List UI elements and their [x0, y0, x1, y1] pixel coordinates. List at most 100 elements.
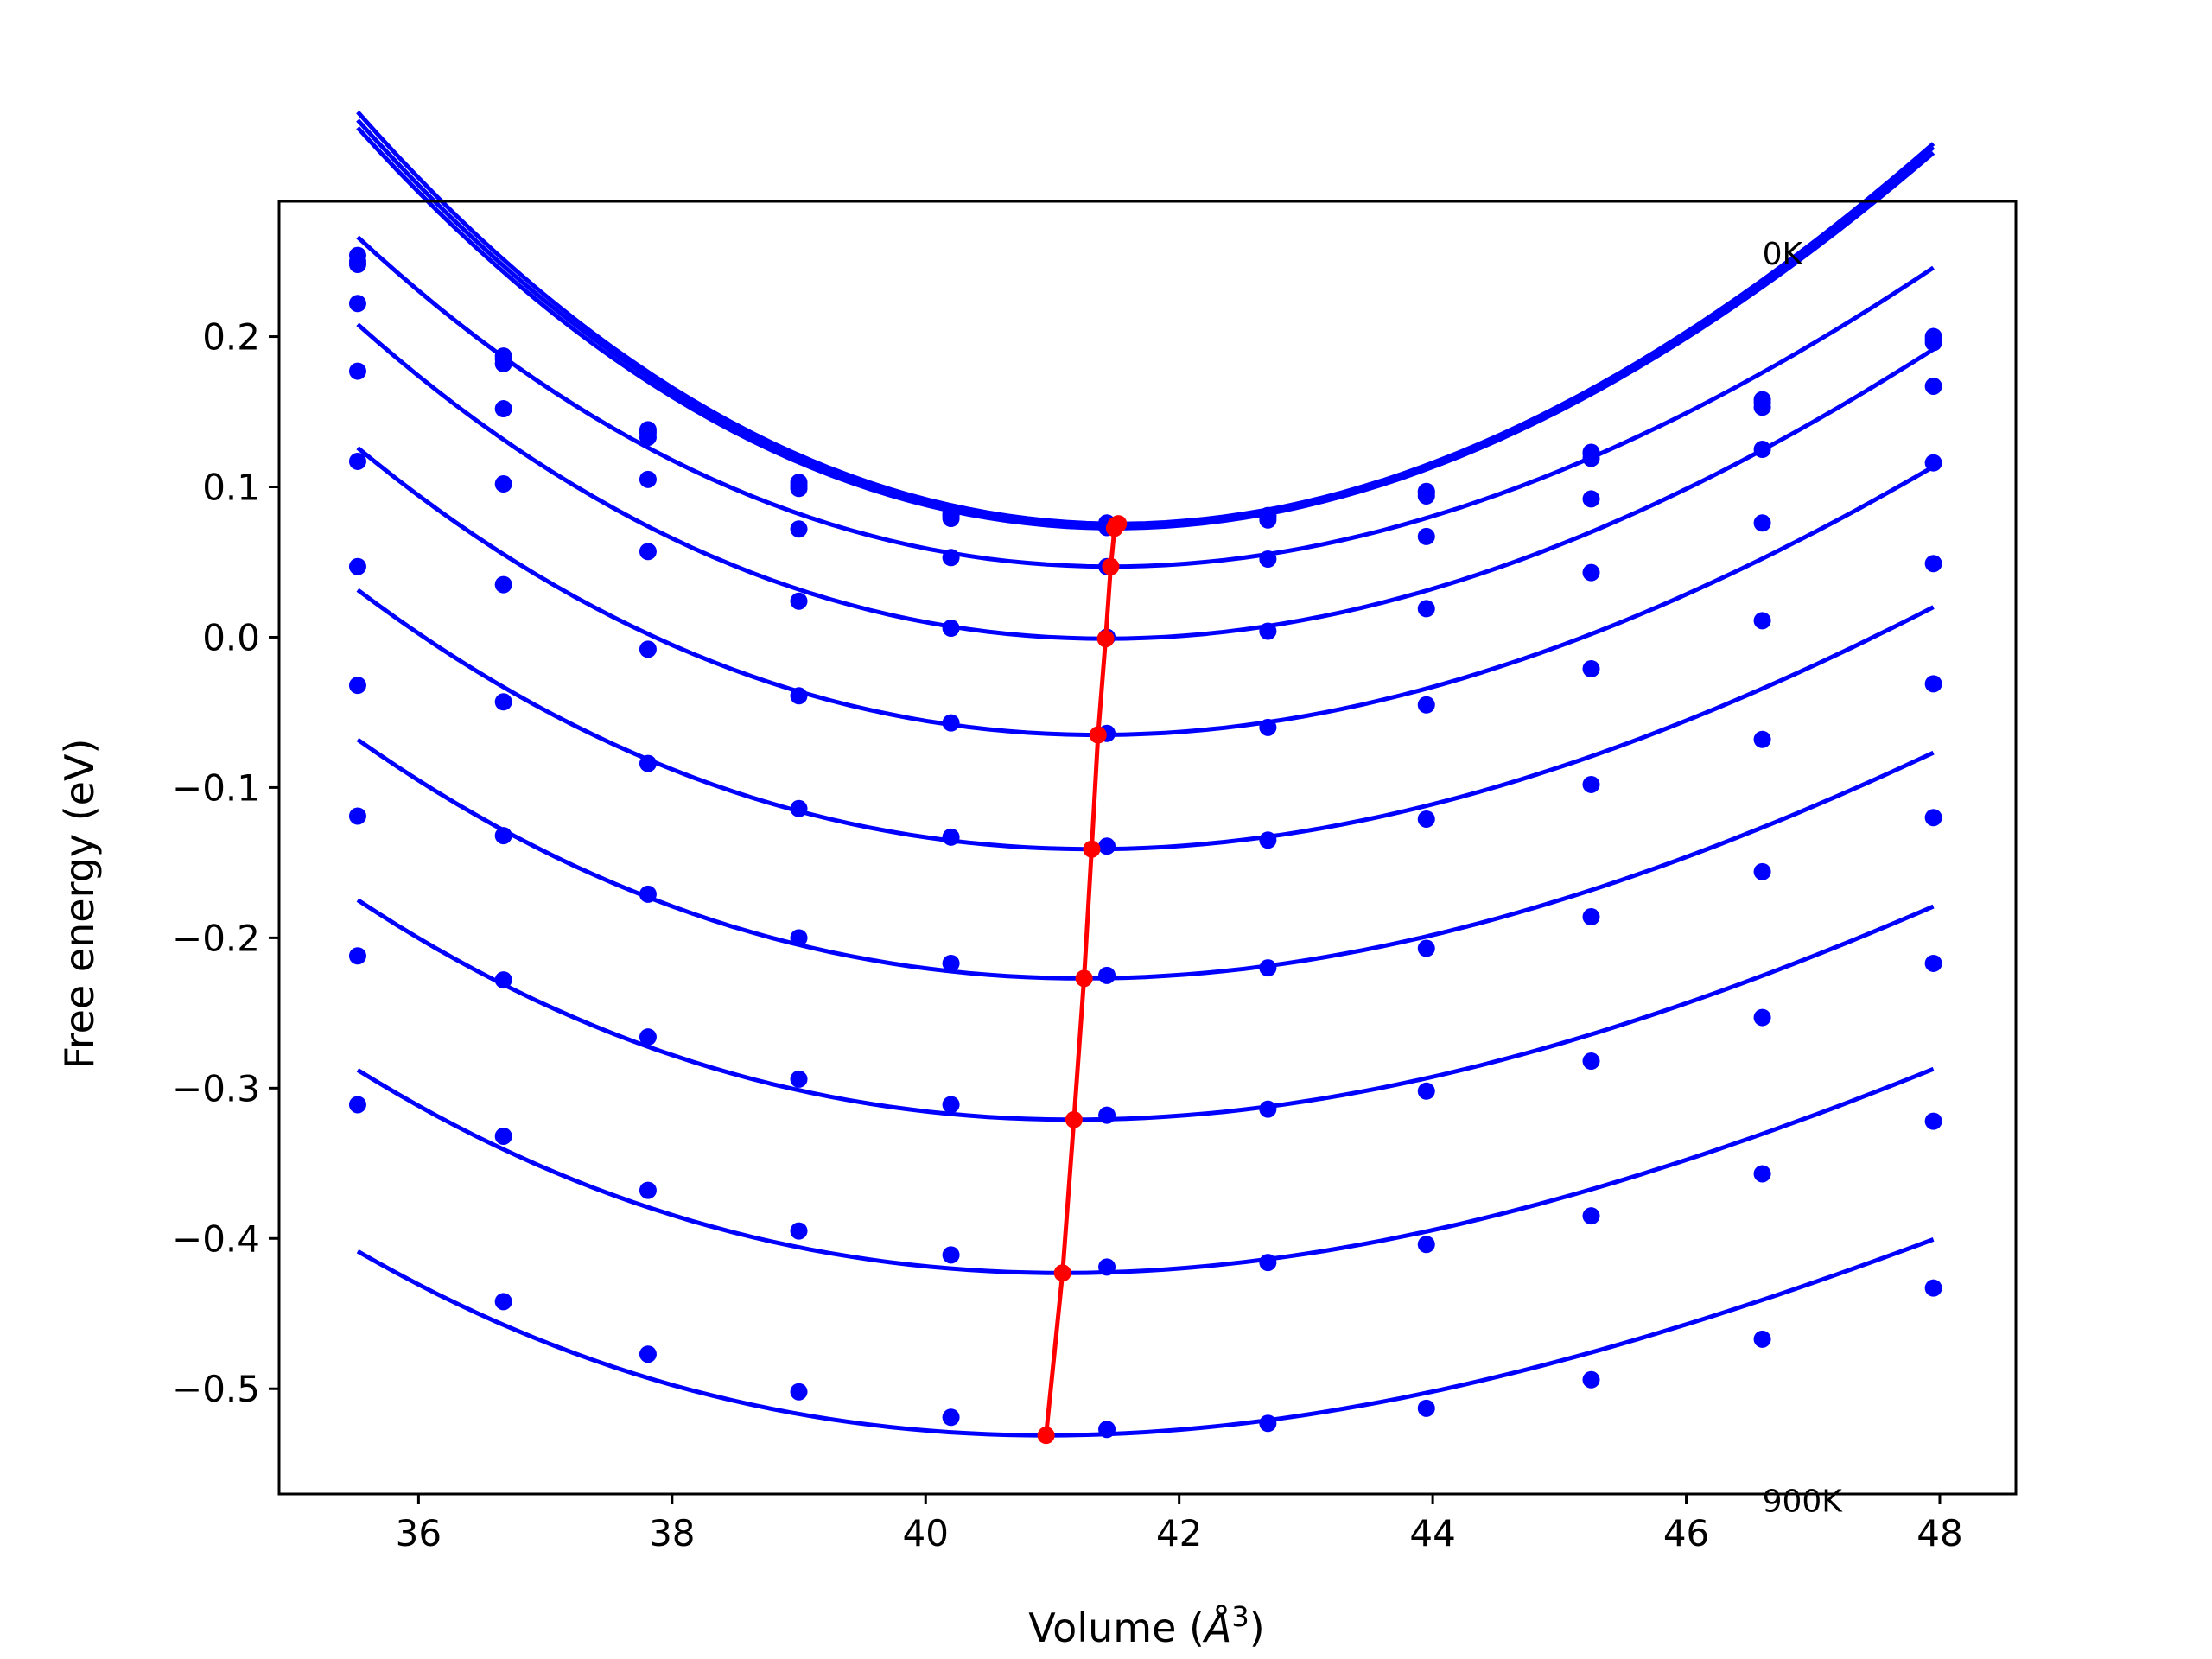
fit-curve [356, 235, 1935, 569]
data-point [1582, 908, 1600, 926]
data-point [942, 714, 960, 732]
data-point [790, 520, 808, 538]
data-point [1924, 1279, 1942, 1297]
y-tick-label: −0.3 [172, 1067, 260, 1109]
data-point [639, 885, 657, 903]
data-point [1259, 550, 1277, 569]
data-point [1753, 1330, 1771, 1348]
fit-curve [356, 1066, 1935, 1275]
data-point [790, 929, 808, 947]
fit-curve [356, 446, 1935, 737]
fit-curve [356, 588, 1935, 852]
annotations: 0K 900K [1763, 237, 1844, 1520]
data-point [1753, 1165, 1771, 1183]
data-point [1753, 730, 1771, 748]
series-7 [348, 677, 1942, 984]
data-point [639, 429, 657, 447]
data-point [790, 687, 808, 705]
data-point [790, 592, 808, 610]
data-point [790, 1382, 808, 1401]
minimum-point [1102, 557, 1120, 575]
data-point [348, 295, 366, 313]
data-point [1259, 511, 1277, 529]
data-point [348, 947, 366, 965]
data-point [1417, 486, 1435, 505]
temperature-annotation: 900K [1763, 1484, 1844, 1520]
data-point [942, 1246, 960, 1264]
data-point [1098, 837, 1116, 855]
data-point [942, 828, 960, 846]
fit-curve [356, 898, 1935, 1122]
data-point [1753, 398, 1771, 416]
data-point [1417, 696, 1435, 714]
data-point [1924, 675, 1942, 693]
series-9 [348, 947, 1942, 1276]
data-point [1924, 954, 1942, 972]
x-tick-label: 44 [1409, 1512, 1455, 1554]
x-axis-label: Volume (Å3) [1028, 1600, 1264, 1651]
data-point [1582, 563, 1600, 582]
x-tick-label: 42 [1156, 1512, 1202, 1554]
x-axis-label-close: ) [1249, 1605, 1265, 1651]
data-point [1098, 1106, 1116, 1124]
minima-layer [1037, 515, 1128, 1445]
data-point [1259, 831, 1277, 849]
series-layer [348, 110, 1942, 1439]
data-point [348, 557, 366, 575]
data-point [1582, 775, 1600, 793]
data-point [942, 1096, 960, 1114]
minimum-point [1053, 1264, 1071, 1282]
x-tick-label: 46 [1663, 1512, 1709, 1554]
data-point [494, 693, 512, 711]
data-point [790, 1222, 808, 1240]
data-point [1417, 1399, 1435, 1417]
data-point [1582, 1052, 1600, 1071]
data-point [348, 362, 366, 380]
series-8 [348, 807, 1942, 1124]
fit-curve [356, 322, 1935, 641]
x-tick-label: 36 [396, 1512, 442, 1554]
data-point [639, 1181, 657, 1199]
data-point [1753, 862, 1771, 880]
data-point [1259, 1254, 1277, 1272]
minimum-point [1065, 1110, 1083, 1128]
y-tick-label: −0.1 [172, 766, 260, 809]
minimum-point [1037, 1427, 1055, 1445]
data-point [348, 1096, 366, 1114]
data-point [348, 452, 366, 470]
data-point [639, 1345, 657, 1363]
data-point [639, 1028, 657, 1046]
data-point [1753, 514, 1771, 532]
series-5 [348, 446, 1942, 742]
data-point [494, 400, 512, 418]
data-point [1582, 659, 1600, 677]
data-point [1417, 810, 1435, 828]
fit-curve [356, 126, 1936, 531]
data-point [1098, 1258, 1116, 1276]
minimum-point [1083, 840, 1101, 858]
data-point [1098, 1421, 1116, 1439]
y-tick-label: −0.5 [172, 1368, 260, 1410]
data-point [1259, 718, 1277, 736]
fit-curve [356, 737, 1935, 981]
minimum-point [1089, 726, 1107, 744]
data-point [1924, 555, 1942, 573]
y-axis-label: Free energy (eV) [56, 739, 103, 1070]
x-tick-label: 40 [903, 1512, 949, 1554]
fit-curve [356, 1237, 1935, 1438]
data-point [494, 1127, 512, 1145]
fit-curve [356, 118, 1936, 528]
x-axis-label-text: Volume ( [1028, 1605, 1205, 1651]
data-point [942, 549, 960, 567]
data-point [1259, 1100, 1277, 1118]
temperature-annotation: 0K [1763, 237, 1804, 272]
data-point [1417, 600, 1435, 618]
y-axis: −0.5 −0.4 −0.3 −0.2 −0.1 0.0 0.1 0.2 [172, 316, 279, 1410]
data-point [1417, 1082, 1435, 1100]
y-tick-label: 0.0 [202, 616, 260, 658]
series-6 [348, 557, 1942, 855]
data-point [1924, 334, 1942, 352]
data-point [942, 954, 960, 972]
